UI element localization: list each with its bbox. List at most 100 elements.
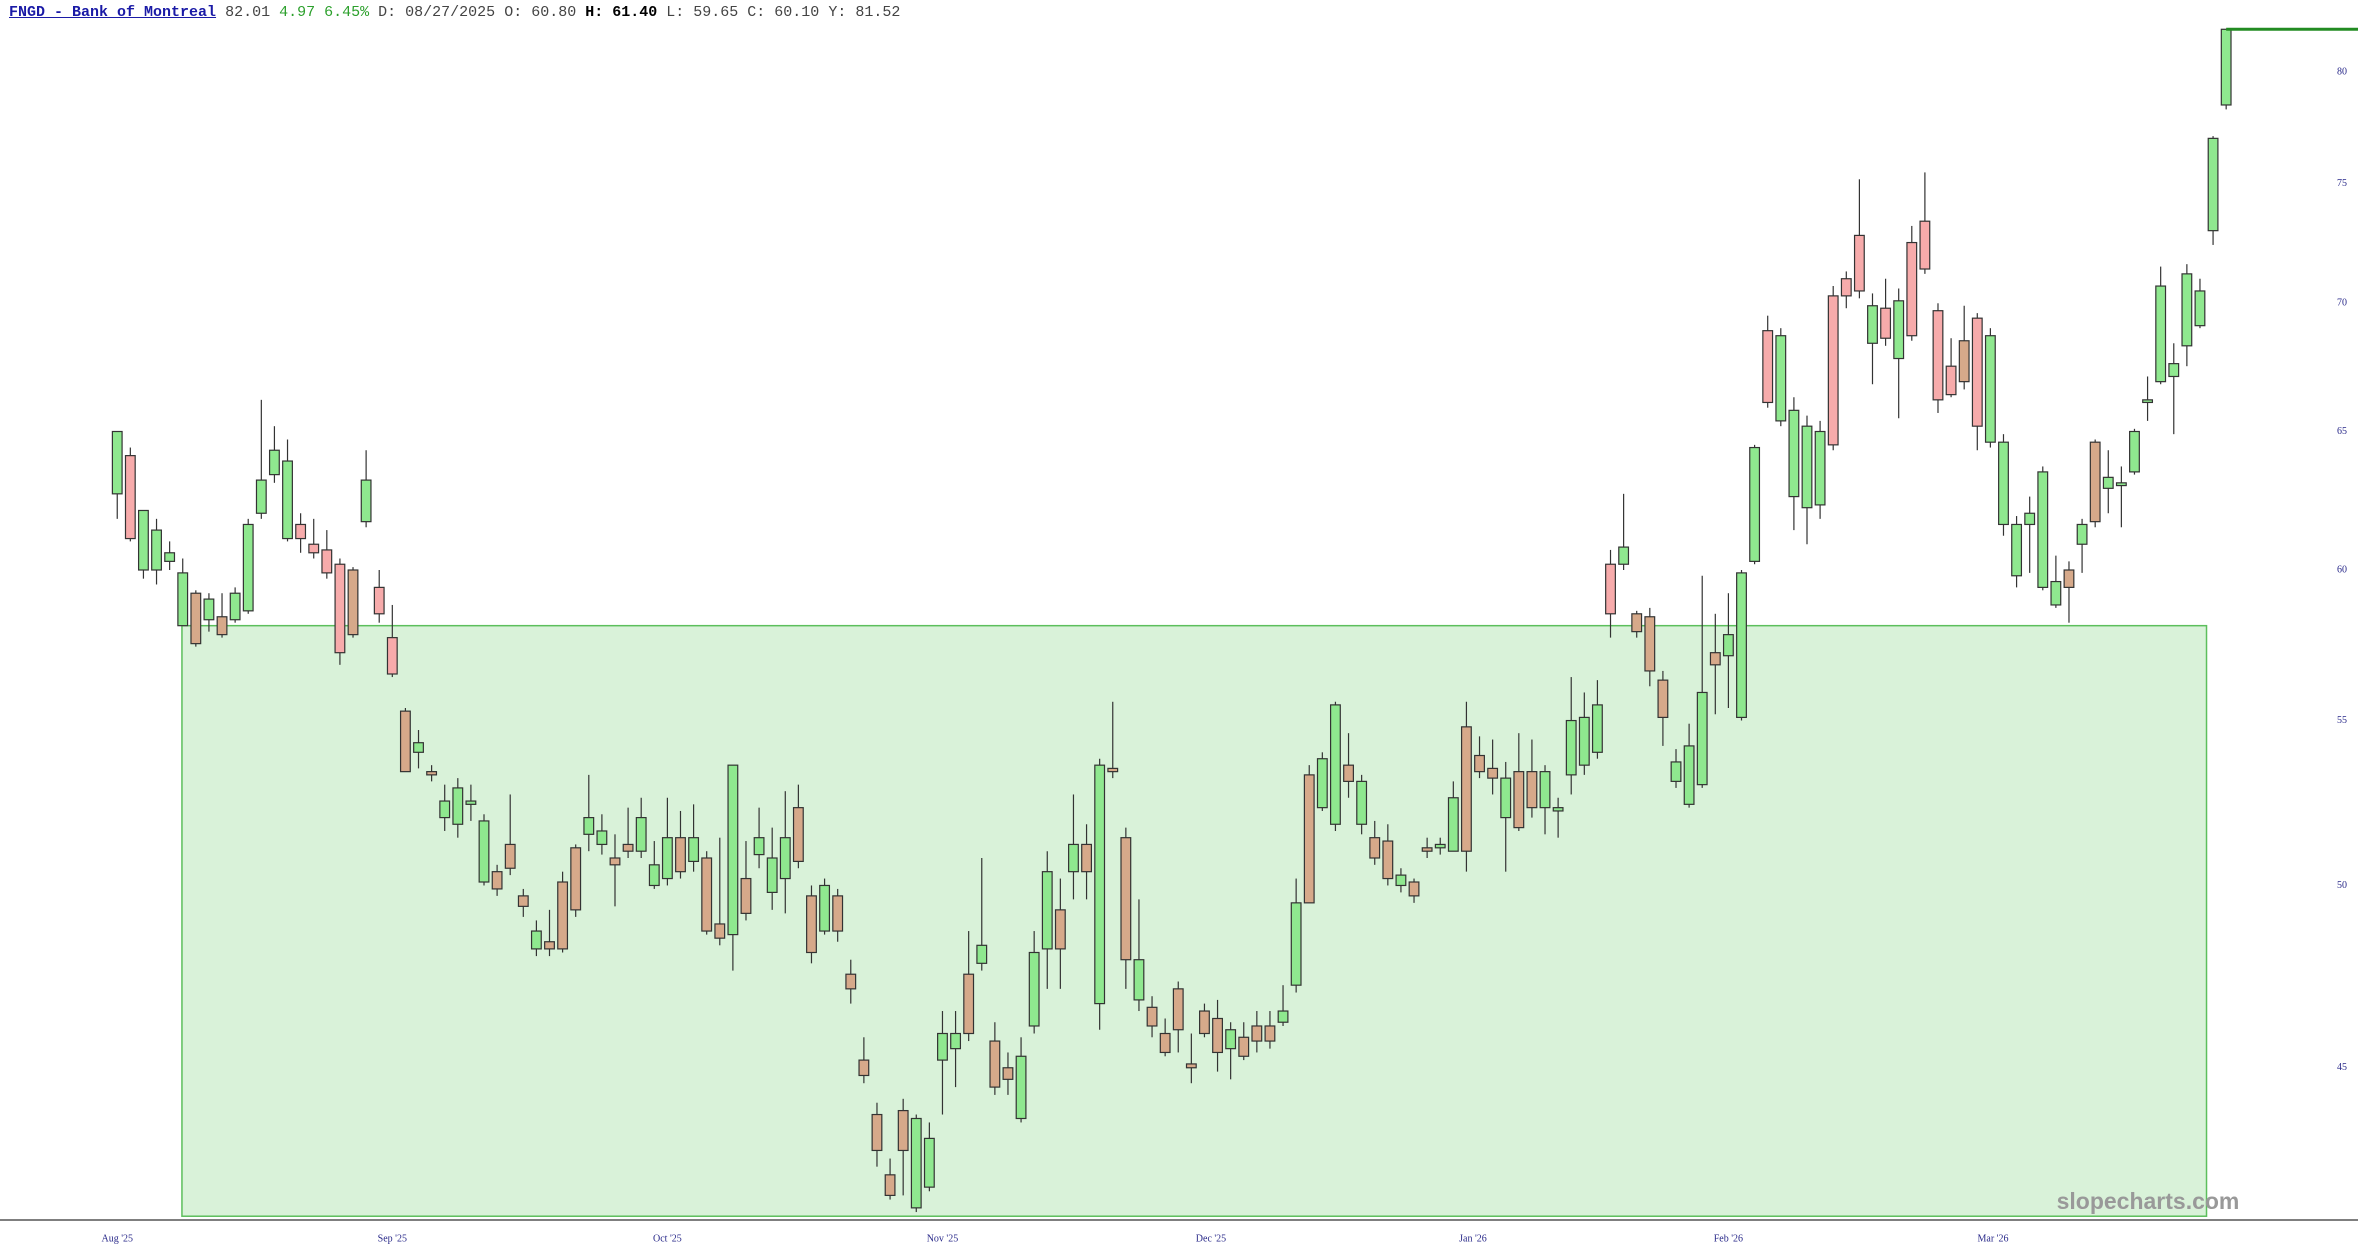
candle-body [1945,365,1957,396]
candle-body [1277,1010,1289,1023]
date: D: 08/27/2025 [378,4,496,21]
candle-body [295,523,307,540]
candle-body [792,807,804,863]
y-tick-label: 55 [2337,715,2347,726]
candle-body [989,1040,1001,1088]
candle-body [1054,909,1066,950]
candle-body [1395,874,1407,887]
y-tick-label: 80 [2337,67,2347,78]
candle-body [675,837,686,873]
candle-body [216,616,228,636]
candle-body [2181,273,2193,347]
candle-body [1094,764,1106,1005]
candle-body [1146,1006,1158,1027]
candle-body [2050,580,2062,606]
candle-body [439,800,451,819]
candle-body [2220,28,2232,106]
candle-body [164,552,176,562]
candle-body [845,973,857,990]
high: H: 61.40 [585,4,658,21]
candle-body [1199,1010,1210,1035]
candle-body [1618,546,1630,565]
candle-body [1382,840,1394,880]
candle-body [1893,300,1905,360]
candle-body [1434,843,1446,849]
candle-body [255,479,267,514]
candle-body [282,460,293,540]
candle-body [622,843,634,852]
candle-body [124,455,136,540]
last-price: 82.01 [225,4,271,21]
y-tick-label: 45 [2337,1062,2347,1073]
candle-body [1814,430,1826,506]
candle-body [1081,843,1093,873]
candle-body [1513,771,1525,829]
candle-body [976,944,988,964]
candle-body [871,1113,883,1152]
candle-body [701,857,713,932]
candle-body [1998,441,2009,526]
candle-body [1539,771,1551,809]
x-tick-label: Oct '25 [653,1233,682,1244]
change: 4.97 [279,4,316,21]
header: FNGD - Bank of Montreal 82.01 4.97 6.45%… [9,4,900,21]
candle-body [1356,780,1368,825]
candle-body [740,877,752,914]
candle-body [111,430,123,495]
candle-body [1159,1032,1171,1054]
candle-body [897,1109,909,1152]
candle-body [2207,137,2219,232]
candle-body [1696,691,1708,786]
candle-body [1068,843,1079,873]
candle-body [1264,1025,1276,1042]
candle-body [1880,307,1892,339]
candle-body [465,800,477,805]
candle-body [2037,471,2049,588]
candle-body [2142,399,2154,404]
candle-body [1238,1036,1250,1057]
close: C: 60.10 [747,4,820,21]
candle-body [2089,441,2101,523]
y-tick-label: 75 [2337,178,2347,189]
ticker-link[interactable]: FNGD - Bank of Montreal [9,4,217,21]
candle-body [583,817,595,835]
candle-body [517,895,529,907]
y-tick-label: 70 [2337,298,2347,309]
candle-body [491,871,503,890]
candle-body [2168,363,2180,378]
candle-body [1474,754,1485,773]
candle-body [557,881,569,950]
candle-body [858,1059,870,1077]
candle-body [177,572,189,627]
candle-body [609,857,621,866]
candle-body [373,586,385,615]
candle-body [1120,837,1132,961]
candle-body [504,843,516,869]
candle-body [1827,295,1839,446]
candle-body [1670,761,1682,782]
x-tick-label: Mar '26 [1978,1233,2009,1244]
candle-body [190,592,202,645]
candle-body [937,1032,948,1061]
candle-body [1840,278,1852,297]
candle-body [1316,758,1328,809]
candle-body [268,449,280,476]
prev: Y: 81.52 [828,4,901,21]
candle-body [1343,764,1354,782]
candle-body [727,764,739,936]
candle-body [1487,767,1499,779]
candle-body [1683,745,1695,805]
x-tick-label: Feb '26 [1714,1233,1743,1244]
x-tick-label: Dec '25 [1196,1233,1226,1244]
candle-body [1015,1055,1027,1120]
candle-body [2102,476,2114,489]
candle-body [1041,871,1053,950]
candle-body [1605,563,1616,615]
candle-body [832,895,844,932]
candle-body [1591,704,1603,753]
candle-body [1657,679,1669,719]
candle-body [452,787,464,825]
x-tick-label: Aug '25 [101,1233,133,1244]
candle-body [1185,1063,1197,1069]
